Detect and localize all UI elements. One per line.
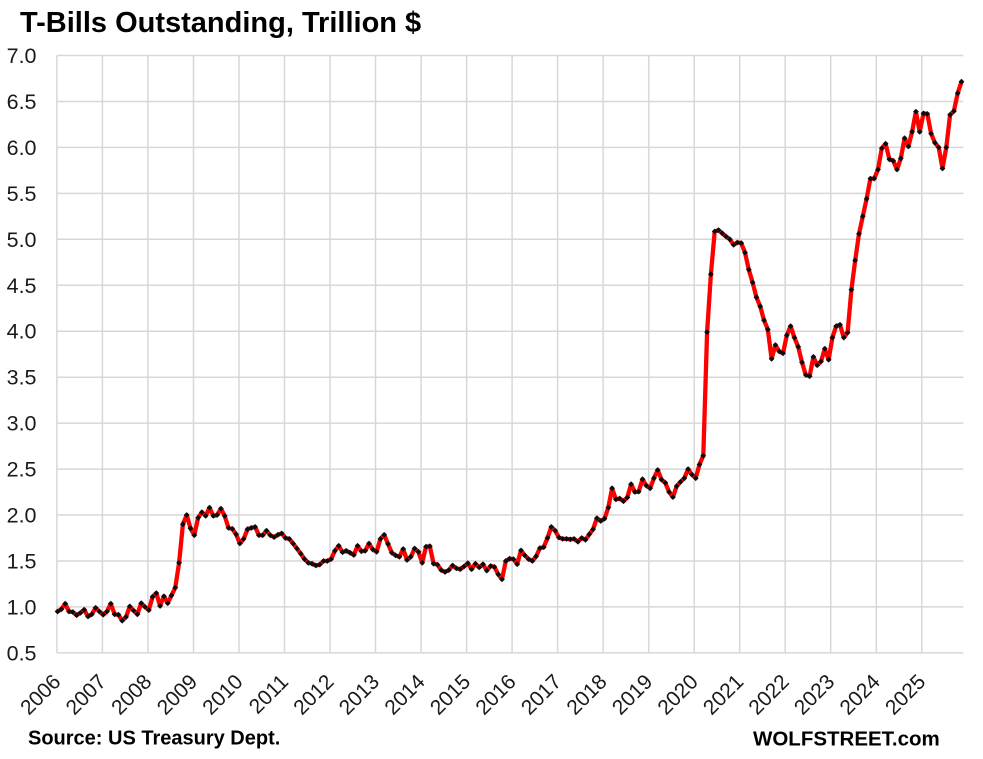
svg-text:WOLFSTREET.com: WOLFSTREET.com <box>753 728 940 751</box>
svg-text:2012: 2012 <box>289 670 338 719</box>
svg-text:6.0: 6.0 <box>7 136 37 160</box>
svg-text:2021: 2021 <box>699 670 748 719</box>
svg-text:2016: 2016 <box>471 670 520 719</box>
svg-text:6.5: 6.5 <box>7 90 37 114</box>
svg-text:2014: 2014 <box>380 670 430 720</box>
svg-text:2011: 2011 <box>245 670 293 718</box>
svg-text:2015: 2015 <box>426 670 475 719</box>
svg-text:2023: 2023 <box>790 670 839 719</box>
svg-text:3.5: 3.5 <box>7 366 37 390</box>
svg-text:2010: 2010 <box>198 670 247 719</box>
svg-text:2008: 2008 <box>107 670 156 719</box>
svg-text:2020: 2020 <box>653 670 702 719</box>
svg-text:3.0: 3.0 <box>7 412 37 436</box>
svg-text:7.0: 7.0 <box>7 44 37 68</box>
svg-text:1.0: 1.0 <box>7 595 37 619</box>
svg-text:5.0: 5.0 <box>7 228 37 252</box>
svg-text:2.5: 2.5 <box>7 458 37 482</box>
svg-text:2007: 2007 <box>62 670 111 719</box>
svg-text:2022: 2022 <box>744 670 793 719</box>
svg-text:2009: 2009 <box>153 670 202 719</box>
svg-text:1.5: 1.5 <box>7 550 37 574</box>
svg-text:4.5: 4.5 <box>7 274 37 298</box>
svg-text:Source: US Treasury Dept.: Source: US Treasury Dept. <box>28 728 280 750</box>
svg-text:0.5: 0.5 <box>7 641 37 665</box>
svg-text:2024: 2024 <box>836 670 886 720</box>
svg-text:2019: 2019 <box>608 670 657 719</box>
svg-text:2025: 2025 <box>881 670 930 719</box>
svg-text:2.0: 2.0 <box>7 504 37 528</box>
svg-text:2017: 2017 <box>517 670 566 719</box>
svg-text:4.0: 4.0 <box>7 320 37 344</box>
svg-text:2013: 2013 <box>335 670 384 719</box>
svg-text:2018: 2018 <box>562 670 611 719</box>
svg-text:5.5: 5.5 <box>7 182 37 206</box>
svg-text:2006: 2006 <box>16 670 65 719</box>
svg-text:T-Bills Outstanding, Trillion: T-Bills Outstanding, Trillion $ <box>20 7 421 39</box>
